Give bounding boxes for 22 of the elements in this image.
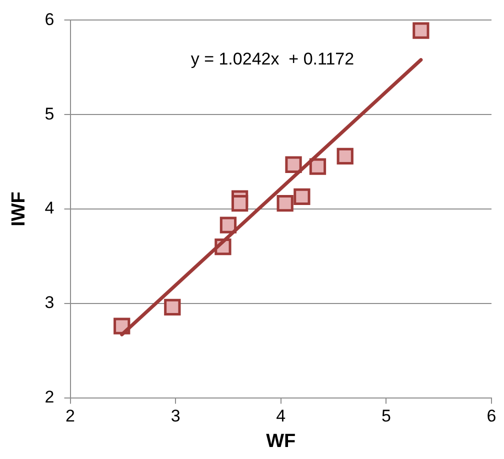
y-tick-label: 5	[44, 104, 54, 124]
y-tick-label: 3	[44, 293, 54, 312]
point	[231, 195, 248, 212]
y-tick-label: 2	[44, 387, 54, 406]
y-axis-title: IWF	[8, 192, 30, 226]
x-tick-label: 5	[381, 406, 391, 426]
x-tick-label: 2	[66, 406, 75, 426]
point	[164, 298, 181, 316]
point	[412, 22, 430, 39]
x-axis-title: WF	[266, 430, 296, 452]
y-tick-label: 6	[44, 10, 54, 29]
point	[285, 156, 302, 173]
point	[336, 148, 354, 164]
x-tick-label: 4	[276, 406, 286, 426]
point	[220, 216, 237, 234]
point	[294, 188, 310, 206]
annotation: y = 1.0242x + 0.1172	[190, 50, 354, 69]
point	[276, 195, 294, 212]
y-tick-label: 4	[44, 198, 54, 218]
x-tick-label: 3	[170, 406, 180, 426]
x-tick-label: 6	[486, 406, 496, 426]
point	[309, 158, 326, 175]
